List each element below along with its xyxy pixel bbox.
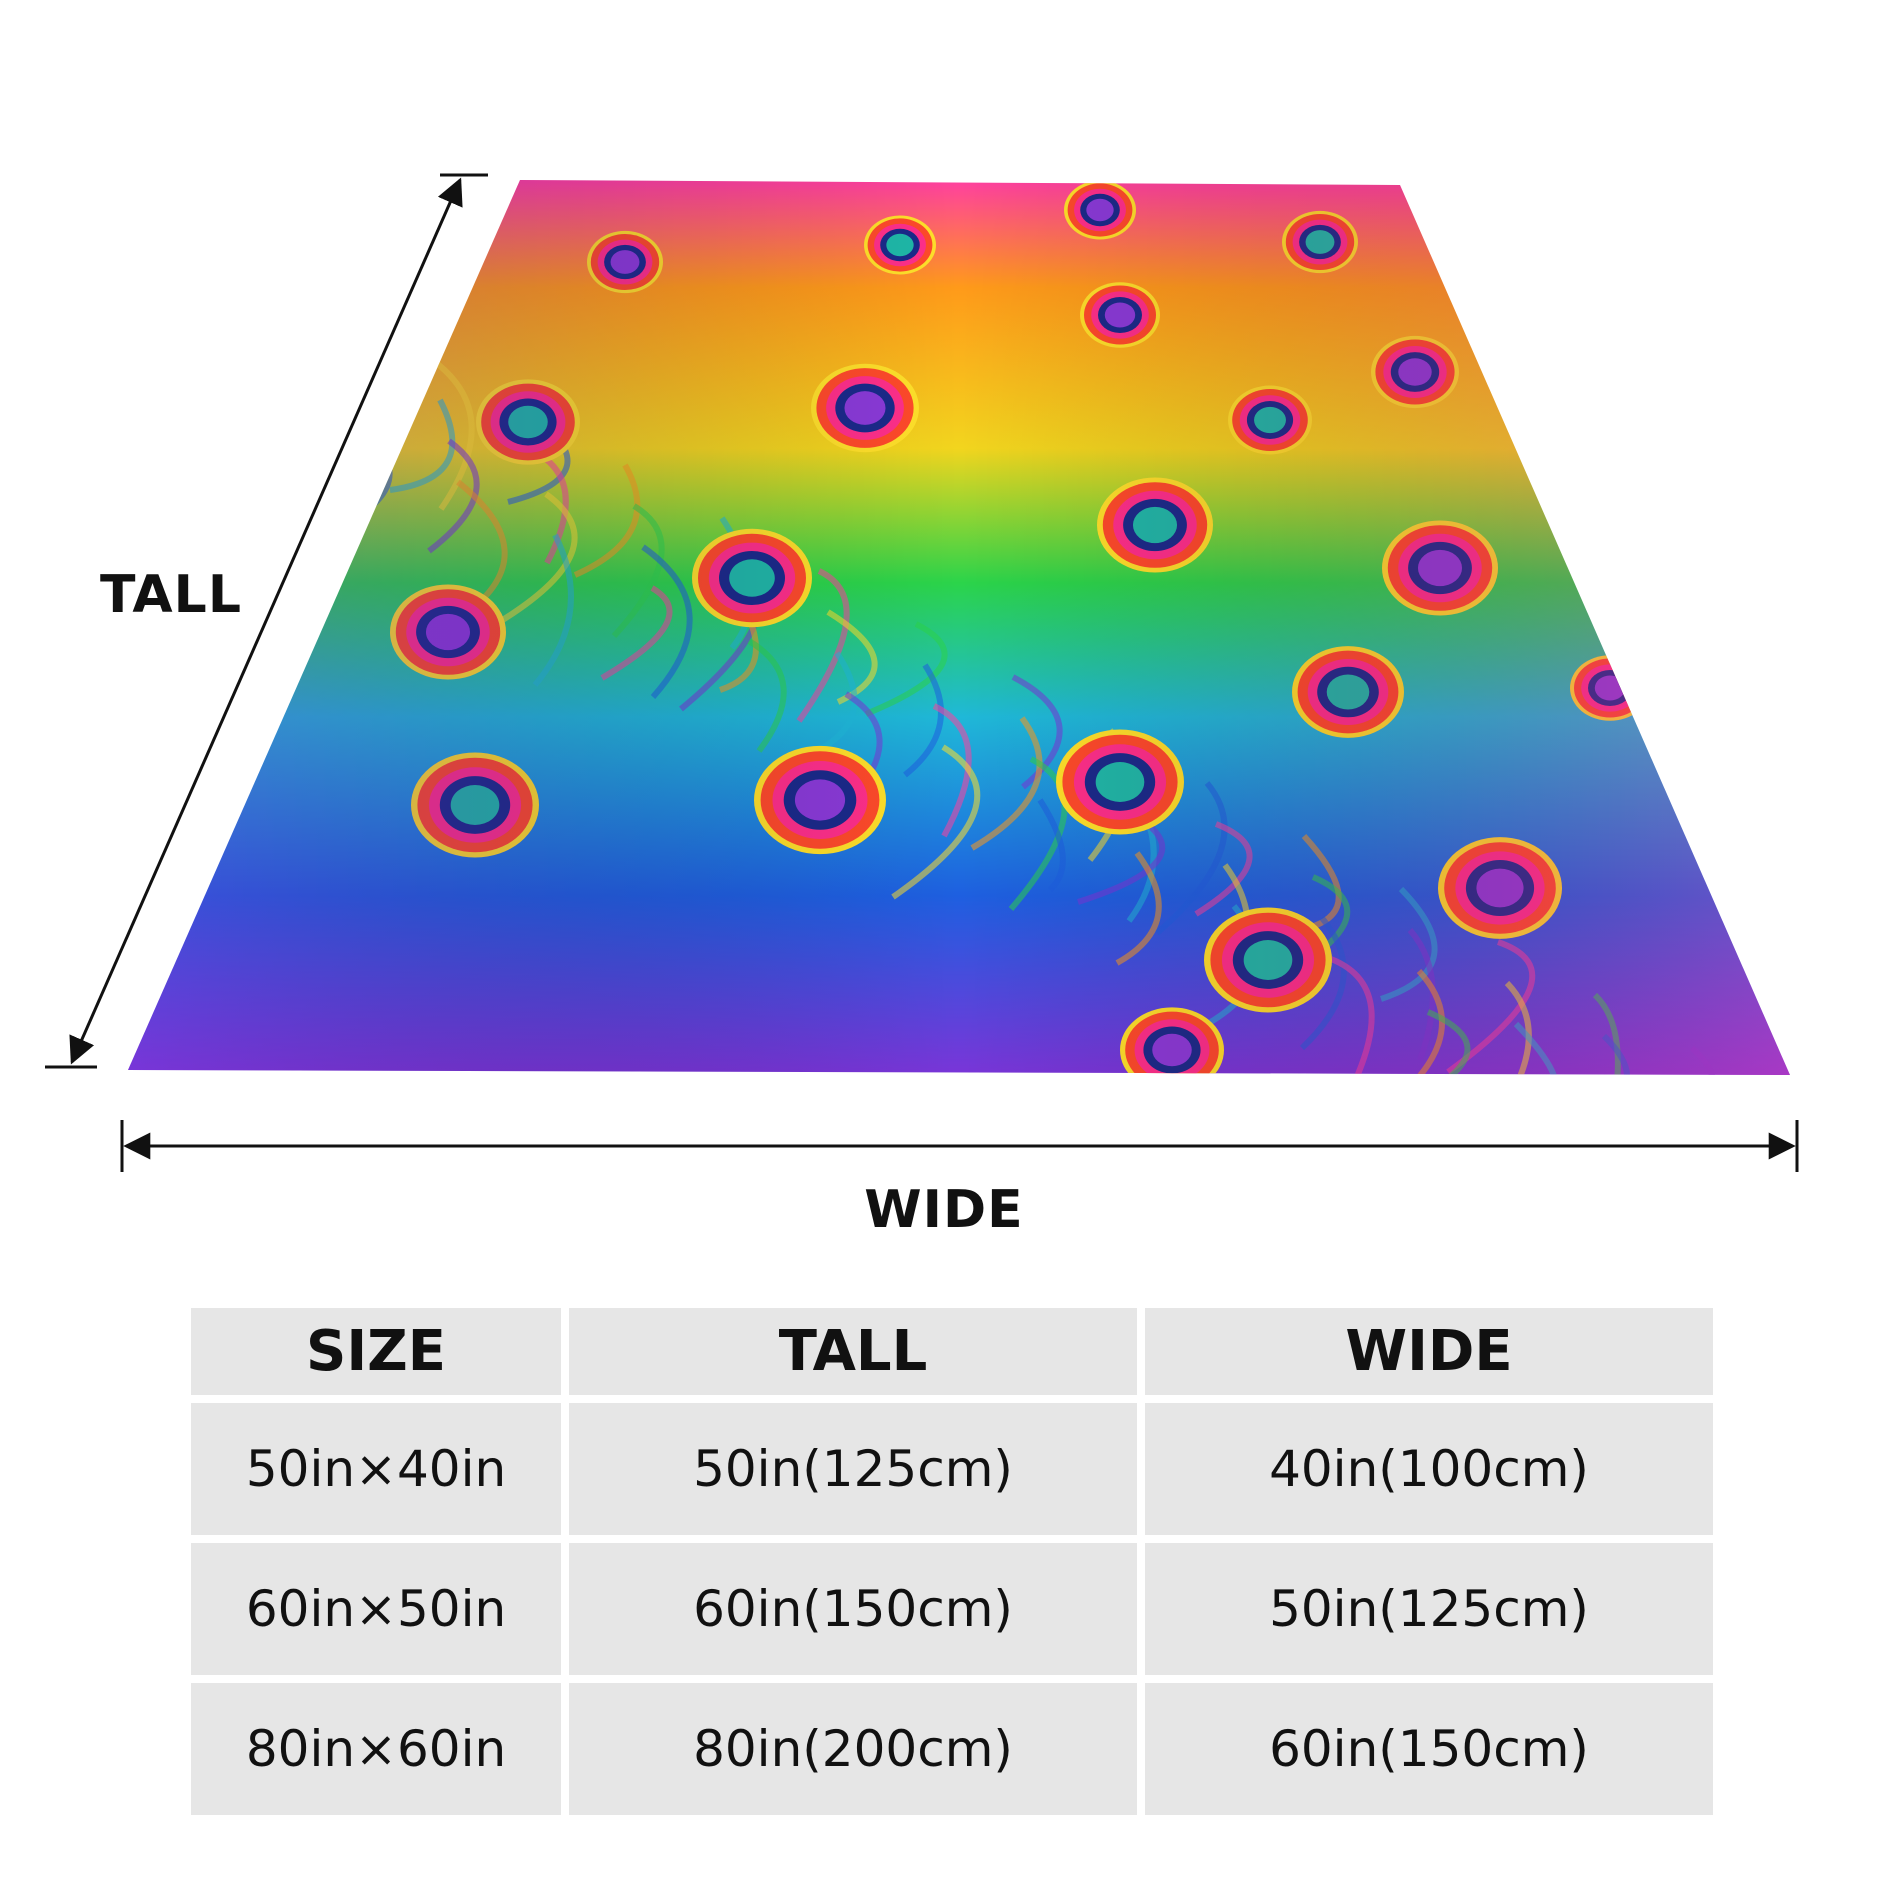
header-wide: WIDE <box>1145 1308 1713 1395</box>
wide-cell: 50in(125cm) <box>1145 1543 1713 1675</box>
feather-strand <box>282 303 360 439</box>
wide-cell: 40in(100cm) <box>1145 1403 1713 1535</box>
size-table: SIZE TALL WIDE 50in×40in 50in(125cm) 40i… <box>183 1300 1721 1823</box>
tall-dimension-line <box>45 173 488 1069</box>
table-row: 80in×60in 80in(200cm) 60in(150cm) <box>191 1683 1713 1815</box>
feather-strand <box>128 238 175 354</box>
feather-strand <box>128 361 208 457</box>
size-cell: 50in×40in <box>191 1403 561 1535</box>
feather-strand <box>202 332 271 487</box>
tall-label: TALL <box>100 565 242 625</box>
feather-strand <box>214 250 262 366</box>
feather-strand <box>136 279 201 415</box>
feather-strand <box>271 414 323 530</box>
feather-strand <box>242 373 295 469</box>
tall-cell: 80in(200cm) <box>569 1683 1137 1815</box>
feather-strand <box>164 320 199 475</box>
feather-strand <box>1657 267 1726 403</box>
table-header-row: SIZE TALL WIDE <box>191 1308 1713 1395</box>
feather-strand <box>1696 308 1750 464</box>
table-row: 50in×40in 50in(125cm) 40in(100cm) <box>191 1403 1713 1535</box>
size-cell: 60in×50in <box>191 1543 561 1675</box>
tall-cell: 50in(125cm) <box>569 1403 1137 1535</box>
size-cell: 80in×60in <box>191 1683 561 1815</box>
tall-cell: 60in(150cm) <box>569 1543 1137 1675</box>
feather-strand <box>1473 203 1541 318</box>
header-size: SIZE <box>191 1308 561 1395</box>
wide-cell: 60in(150cm) <box>1145 1683 1713 1815</box>
wide-dimension-line <box>120 1120 1799 1172</box>
header-tall: TALL <box>569 1308 1137 1395</box>
feather-strand <box>1619 255 1654 390</box>
blanket-dimension-diagram <box>45 173 1799 1172</box>
table-row: 60in×50in 60in(150cm) 50in(125cm) <box>191 1543 1713 1675</box>
wide-label: WIDE <box>864 1180 1024 1240</box>
feather-strand <box>244 291 290 427</box>
feather-strand <box>1591 214 1656 330</box>
feather-strand <box>1698 226 1745 342</box>
blanket-image <box>128 180 1790 1075</box>
feather-strand <box>138 197 166 292</box>
feather-strand <box>350 385 384 480</box>
